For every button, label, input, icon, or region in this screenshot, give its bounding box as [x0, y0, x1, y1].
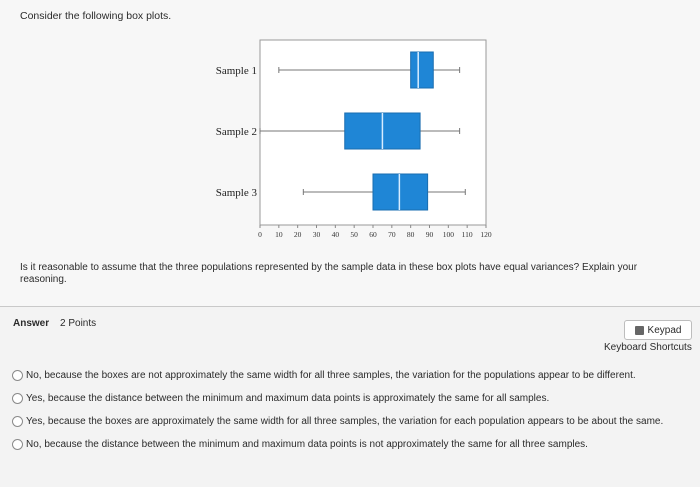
keypad-button[interactable]: Keypad — [624, 320, 692, 340]
keyboard-shortcuts-link[interactable]: Keyboard Shortcuts — [604, 342, 692, 353]
keypad-label: Keypad — [647, 324, 682, 336]
x-tick-label: 100 — [443, 230, 455, 239]
x-tick-label: 110 — [462, 230, 473, 239]
radio-button[interactable] — [12, 439, 23, 450]
points-label: 2 Points — [60, 318, 97, 329]
option-4[interactable]: No, because the distance between the min… — [12, 439, 588, 450]
keypad-icon — [634, 325, 644, 335]
box — [372, 173, 429, 211]
x-tick-label: 20 — [294, 230, 302, 239]
category-label: Sample 1 — [216, 65, 257, 77]
option-label: Yes, because the distance between the mi… — [26, 393, 550, 404]
answer-label: Answer — [13, 318, 50, 329]
x-tick-label: 70 — [388, 230, 396, 239]
category-label: Sample 3 — [216, 187, 258, 199]
box-plot-svg: Sample 1 Sample 2 Sample 3 0 10 20 30 40 50 60 70 8… — [216, 39, 492, 239]
x-tick-label: 10 — [275, 230, 283, 239]
category-label: Sample 2 — [216, 126, 257, 138]
option-label: Yes, because the boxes are approximately… — [26, 416, 664, 427]
option-label: No, because the distance between the min… — [26, 439, 588, 450]
x-tick-label: 50 — [350, 230, 358, 239]
x-tick-label: 30 — [313, 230, 321, 239]
question-text: Is it reasonable to assume that the thre… — [20, 262, 638, 285]
x-tick-label: 60 — [369, 230, 377, 239]
box-plot-chart: Sample 1 Sample 2 Sample 3 0 10 20 30 40 50 60 70 8… — [200, 38, 500, 248]
option-1[interactable]: No, because the boxes are not approximat… — [12, 370, 636, 381]
x-tick-label: 90 — [426, 230, 434, 239]
option-label: No, because the boxes are not approximat… — [26, 370, 636, 381]
option-2[interactable]: Yes, because the distance between the mi… — [12, 393, 549, 404]
divider — [0, 306, 700, 307]
radio-button[interactable] — [12, 370, 23, 381]
option-3[interactable]: Yes, because the boxes are approximately… — [12, 416, 663, 427]
x-tick-label: 120 — [480, 230, 492, 239]
x-tick-label: 80 — [407, 230, 415, 239]
x-tick-label: 40 — [332, 230, 340, 239]
x-tick-label: 0 — [258, 230, 262, 239]
radio-button[interactable] — [12, 416, 23, 427]
prompt-text: Consider the following box plots. — [20, 10, 172, 22]
radio-button[interactable] — [12, 393, 23, 404]
box — [410, 51, 434, 89]
